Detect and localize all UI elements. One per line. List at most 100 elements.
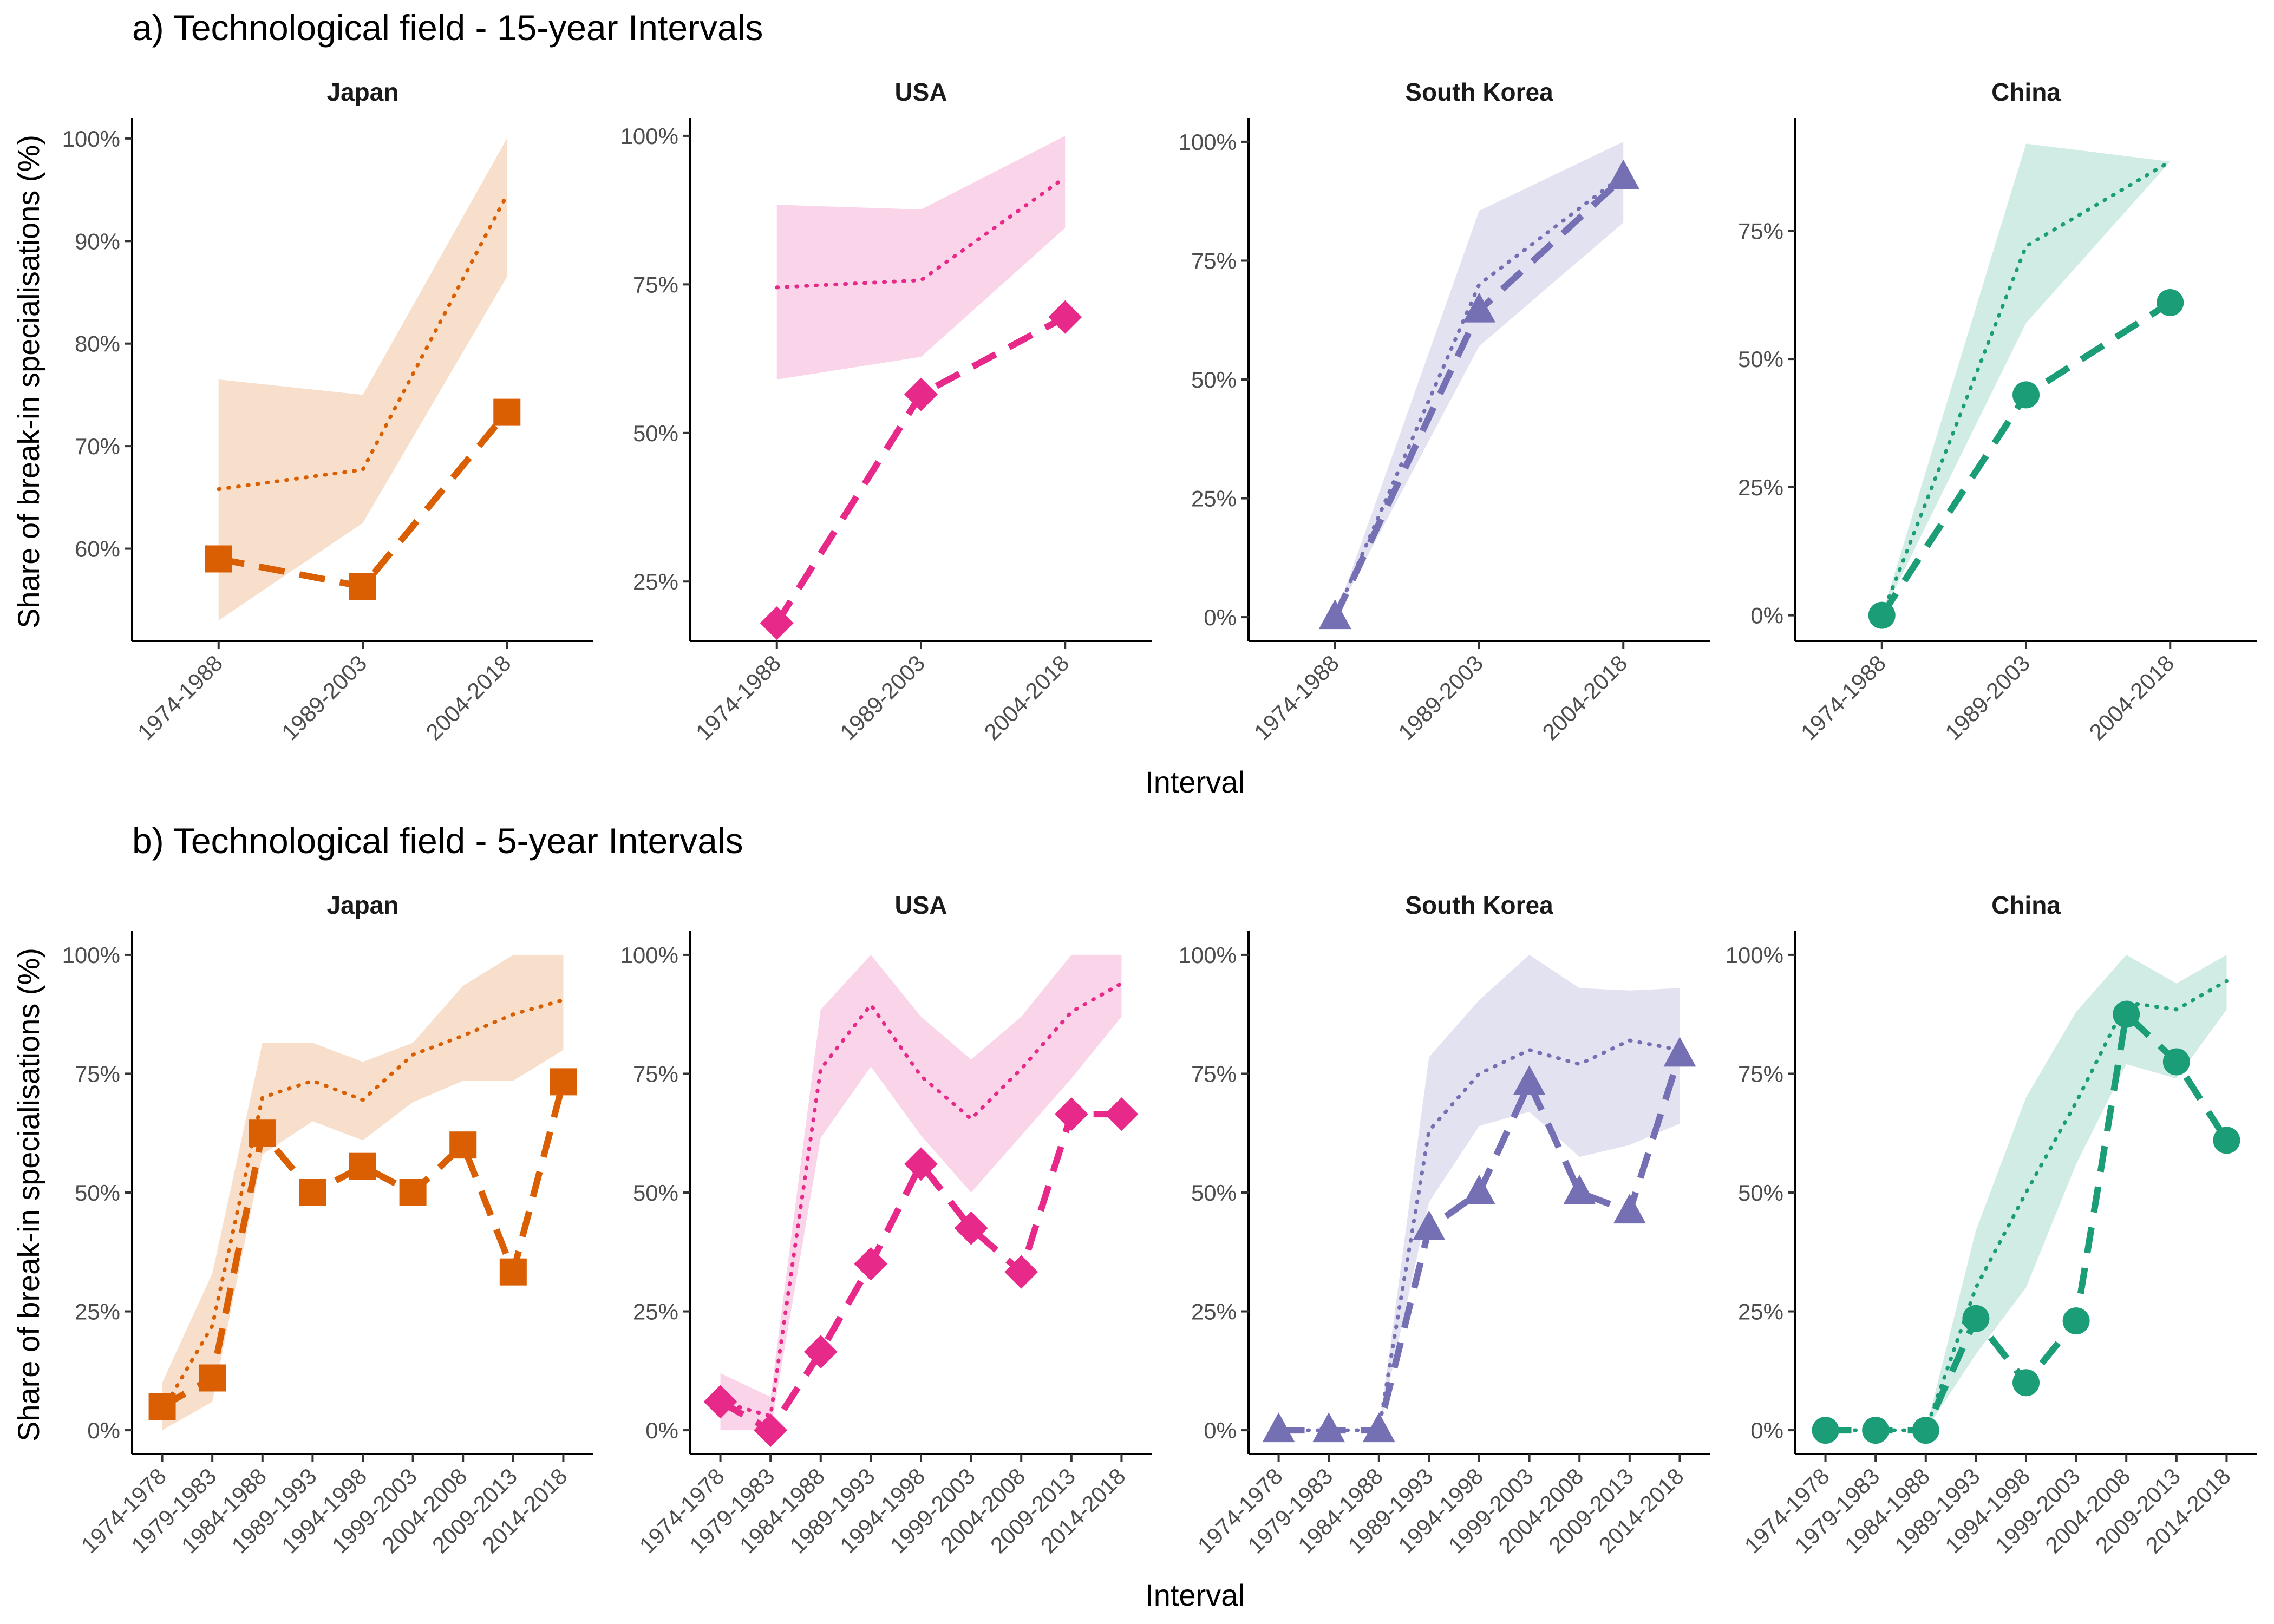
observed-line: [1879, 299, 2172, 617]
confidence-band: [1278, 954, 1680, 1431]
x-tick-label: 1989-2003: [835, 650, 930, 745]
x-tick-label: 1974-1988: [133, 650, 227, 745]
y-tick-label: 25%: [1191, 486, 1237, 512]
data-point: [1607, 159, 1640, 189]
data-point: [2213, 1127, 2240, 1154]
y-tick-label: 50%: [1191, 1180, 1237, 1206]
y-tick-label: 100%: [620, 123, 678, 149]
confidence-band: [218, 138, 507, 621]
data-point: [854, 1247, 888, 1281]
data-point: [1613, 1194, 1646, 1224]
data-point: [550, 1068, 577, 1096]
data-point: [1463, 292, 1495, 323]
y-tick-label: 75%: [1191, 248, 1237, 273]
x-tick-label: 2004-2018: [421, 650, 515, 745]
observed-line: [1278, 1053, 1683, 1434]
data-point: [754, 1413, 788, 1448]
data-point: [399, 1179, 427, 1206]
confidence-band: [1335, 141, 1624, 618]
data-point: [349, 573, 376, 600]
y-tick-label: 50%: [1191, 367, 1237, 392]
expected-line: [1333, 173, 1625, 619]
y-tick-label: 0%: [645, 1418, 678, 1443]
data-point: [2012, 381, 2040, 409]
data-point: [1663, 1037, 1696, 1067]
y-tick-label: 50%: [633, 421, 678, 446]
data-point: [1413, 1210, 1446, 1240]
y-tick-label: 100%: [1726, 942, 1783, 968]
data-point: [1362, 1412, 1395, 1443]
data-point: [1004, 1255, 1038, 1289]
x-tick-label: 1989-2003: [1940, 650, 2035, 745]
y-tick-label: 75%: [1738, 1061, 1783, 1086]
panel-s0-china: China 0% 25% 50% 75% 1974-1988 1989-2003 2004-2…: [1738, 78, 2257, 745]
y-tick-label: 75%: [1738, 218, 1783, 244]
data-point: [2162, 1048, 2190, 1076]
data-point: [1862, 1417, 1890, 1444]
y-tick-label: 80%: [75, 331, 120, 357]
data-point: [954, 1211, 988, 1245]
y-tick-label: 100%: [62, 126, 120, 152]
data-point: [2012, 1369, 2040, 1397]
panel-title: USA: [894, 891, 947, 919]
y-tick-label: 100%: [62, 942, 120, 968]
panel-s1-china: China0%25%50%75%100%1974-19781979-198319…: [1726, 891, 2257, 1558]
y-tick-label: 75%: [1191, 1061, 1237, 1086]
expected-line: [1880, 160, 2172, 618]
observed-line: [718, 1111, 1122, 1435]
data-point: [703, 1385, 737, 1419]
data-point: [249, 1119, 276, 1147]
expected-line: [718, 981, 1123, 1419]
y-tick-label: 25%: [633, 1299, 678, 1325]
y-tick-label: 50%: [75, 1180, 120, 1206]
panel-title: Japan: [327, 891, 399, 919]
panel-s0-usa: USA 25% 50% 75% 100% 1974-1988 1989-2003 2004-2…: [620, 78, 1152, 745]
panel-title: China: [1991, 891, 2061, 919]
data-point: [2157, 289, 2184, 316]
panel-s1-japan: Japan0%25%50%75%100%1974-19781979-198319…: [62, 891, 593, 1558]
y-tick-label: 50%: [633, 1180, 678, 1206]
expected-line: [775, 175, 1067, 290]
data-point: [205, 545, 232, 573]
data-point: [1105, 1097, 1139, 1131]
panel-title: South Korea: [1405, 891, 1553, 919]
x-tick-label: 1989-2003: [1393, 650, 1488, 745]
data-point: [2113, 1000, 2140, 1028]
data-point: [760, 606, 794, 640]
x-tick-label: 2004-2018: [2084, 650, 2179, 745]
section-b-title: b) Technological field - 5-year Interval…: [132, 821, 743, 861]
y-tick-label: 25%: [1191, 1299, 1237, 1325]
data-point: [1463, 1175, 1495, 1204]
data-point: [199, 1364, 226, 1392]
data-point: [349, 1152, 376, 1180]
data-point: [499, 1258, 527, 1286]
panel-title: China: [1991, 78, 2061, 106]
data-point: [148, 1393, 176, 1420]
y-tick-label: 0%: [87, 1418, 120, 1443]
confidence-band: [776, 135, 1066, 379]
y-tick-label: 100%: [620, 942, 678, 968]
y-tick-label: 90%: [75, 228, 120, 254]
data-point: [1054, 1097, 1088, 1131]
data-point: [449, 1131, 477, 1159]
y-tick-label: 100%: [1179, 129, 1237, 155]
data-point: [1962, 1305, 1990, 1332]
panel-title: Japan: [327, 78, 399, 106]
data-point: [1868, 601, 1896, 629]
data-point: [1318, 599, 1351, 630]
x-tick-label: 1974-1988: [1796, 650, 1891, 745]
data-point: [904, 377, 938, 411]
data-point: [904, 1147, 938, 1181]
confidence-band: [1881, 143, 2171, 615]
section-b-xlabel: Interval: [1145, 1578, 1245, 1612]
x-tick-label: 1974-1988: [691, 650, 786, 745]
expected-line: [160, 998, 565, 1413]
y-tick-label: 75%: [633, 1061, 678, 1086]
data-point: [2062, 1307, 2090, 1335]
y-tick-label: 100%: [1179, 942, 1237, 968]
panel-s0-south-korea: South Korea 0% 25% 50% 75% 100% 1974-1988 1989-…: [1179, 78, 1710, 745]
data-point: [1513, 1065, 1546, 1096]
data-point: [493, 398, 521, 426]
data-point: [1312, 1412, 1345, 1443]
